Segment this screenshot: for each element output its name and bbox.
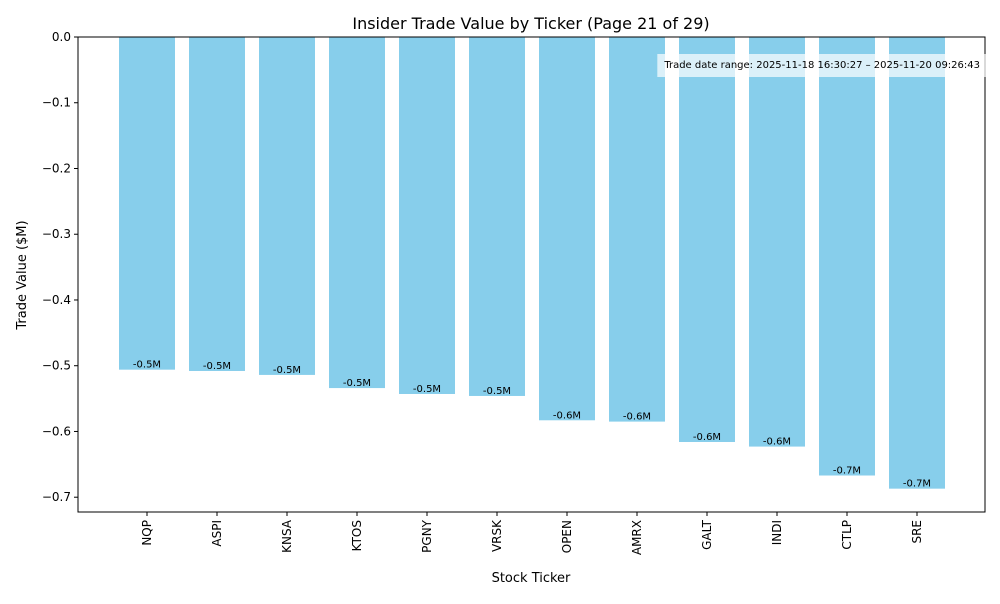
x-tick-label-amrx: AMRX [630,520,644,555]
bar-aspi [189,37,245,371]
data-label-vrsk: -0.5M [483,386,511,397]
bar-vrsk [469,37,525,396]
data-label-galt: -0.6M [693,432,721,443]
data-label-sre: -0.7M [903,479,931,490]
annotation-box: Trade date range: 2025-11-18 16:30:27 – … [657,54,986,77]
plot-frame [77,36,986,513]
x-tick-label-aspi: ASPI [210,520,224,547]
axes-layer: NQP ASPI KNSA KTOS PGNY VRSK OPEN AMRX GALT INDI C… [42,30,986,555]
y-tick-label: −0.1 [42,96,71,110]
x-tick-label-pgny: PGNY [420,519,434,553]
x-tick-label-galt: GALT [700,519,714,550]
data-labels-layer: -0.5M -0.5M -0.5M -0.5M -0.5M -0.5M -0.6M -0.6M… [133,360,931,490]
x-tick-label-nqp: NQP [140,520,154,546]
bar-pgny [399,37,455,394]
y-tick-label: −0.3 [42,227,71,241]
data-label-amrx: -0.6M [623,412,651,423]
x-tick-label-indi: INDI [770,520,784,545]
bar-ktos [329,37,385,389]
data-label-ctlp: -0.7M [833,466,861,477]
bars-layer [119,37,945,489]
x-tick-label-open: OPEN [560,520,574,553]
y-tick-label: −0.6 [42,424,71,438]
data-label-aspi: -0.5M [203,361,231,372]
bar-knsa [259,37,315,375]
bar-ctlp [819,37,875,476]
data-label-indi: -0.6M [763,437,791,448]
x-tick-label-vrsk: VRSK [490,519,504,552]
data-label-nqp: -0.5M [133,360,161,371]
data-label-open: -0.6M [553,410,581,421]
x-tick-label-ctlp: CTLP [840,520,854,550]
chart-title: Insider Trade Value by Ticker (Page 21 o… [352,14,709,33]
x-tick-label-ktos: KTOS [350,520,364,551]
annotation-background [657,54,986,77]
y-tick-label: −0.5 [42,359,71,373]
y-tick-label: −0.7 [42,490,71,504]
x-axis-label: Stock Ticker [492,571,571,586]
bar-sre [889,37,945,489]
x-tick-label-sre: SRE [910,520,924,544]
y-tick-label: −0.4 [42,293,71,307]
x-tick-label-knsa: KNSA [280,519,294,553]
bar-open [539,37,595,421]
bar-amrx [609,37,665,422]
y-axis-label: Trade Value ($M) [15,220,30,330]
bar-nqp [119,37,175,370]
y-tick-label: −0.2 [42,161,71,175]
data-label-pgny: -0.5M [413,384,441,395]
data-label-knsa: -0.5M [273,365,301,376]
data-label-ktos: -0.5M [343,378,371,389]
y-tick-label: 0.0 [52,30,71,44]
bar-indi [749,37,805,447]
date-range-annotation: Trade date range: 2025-11-18 16:30:27 – … [663,60,980,71]
bar-galt [679,37,735,442]
